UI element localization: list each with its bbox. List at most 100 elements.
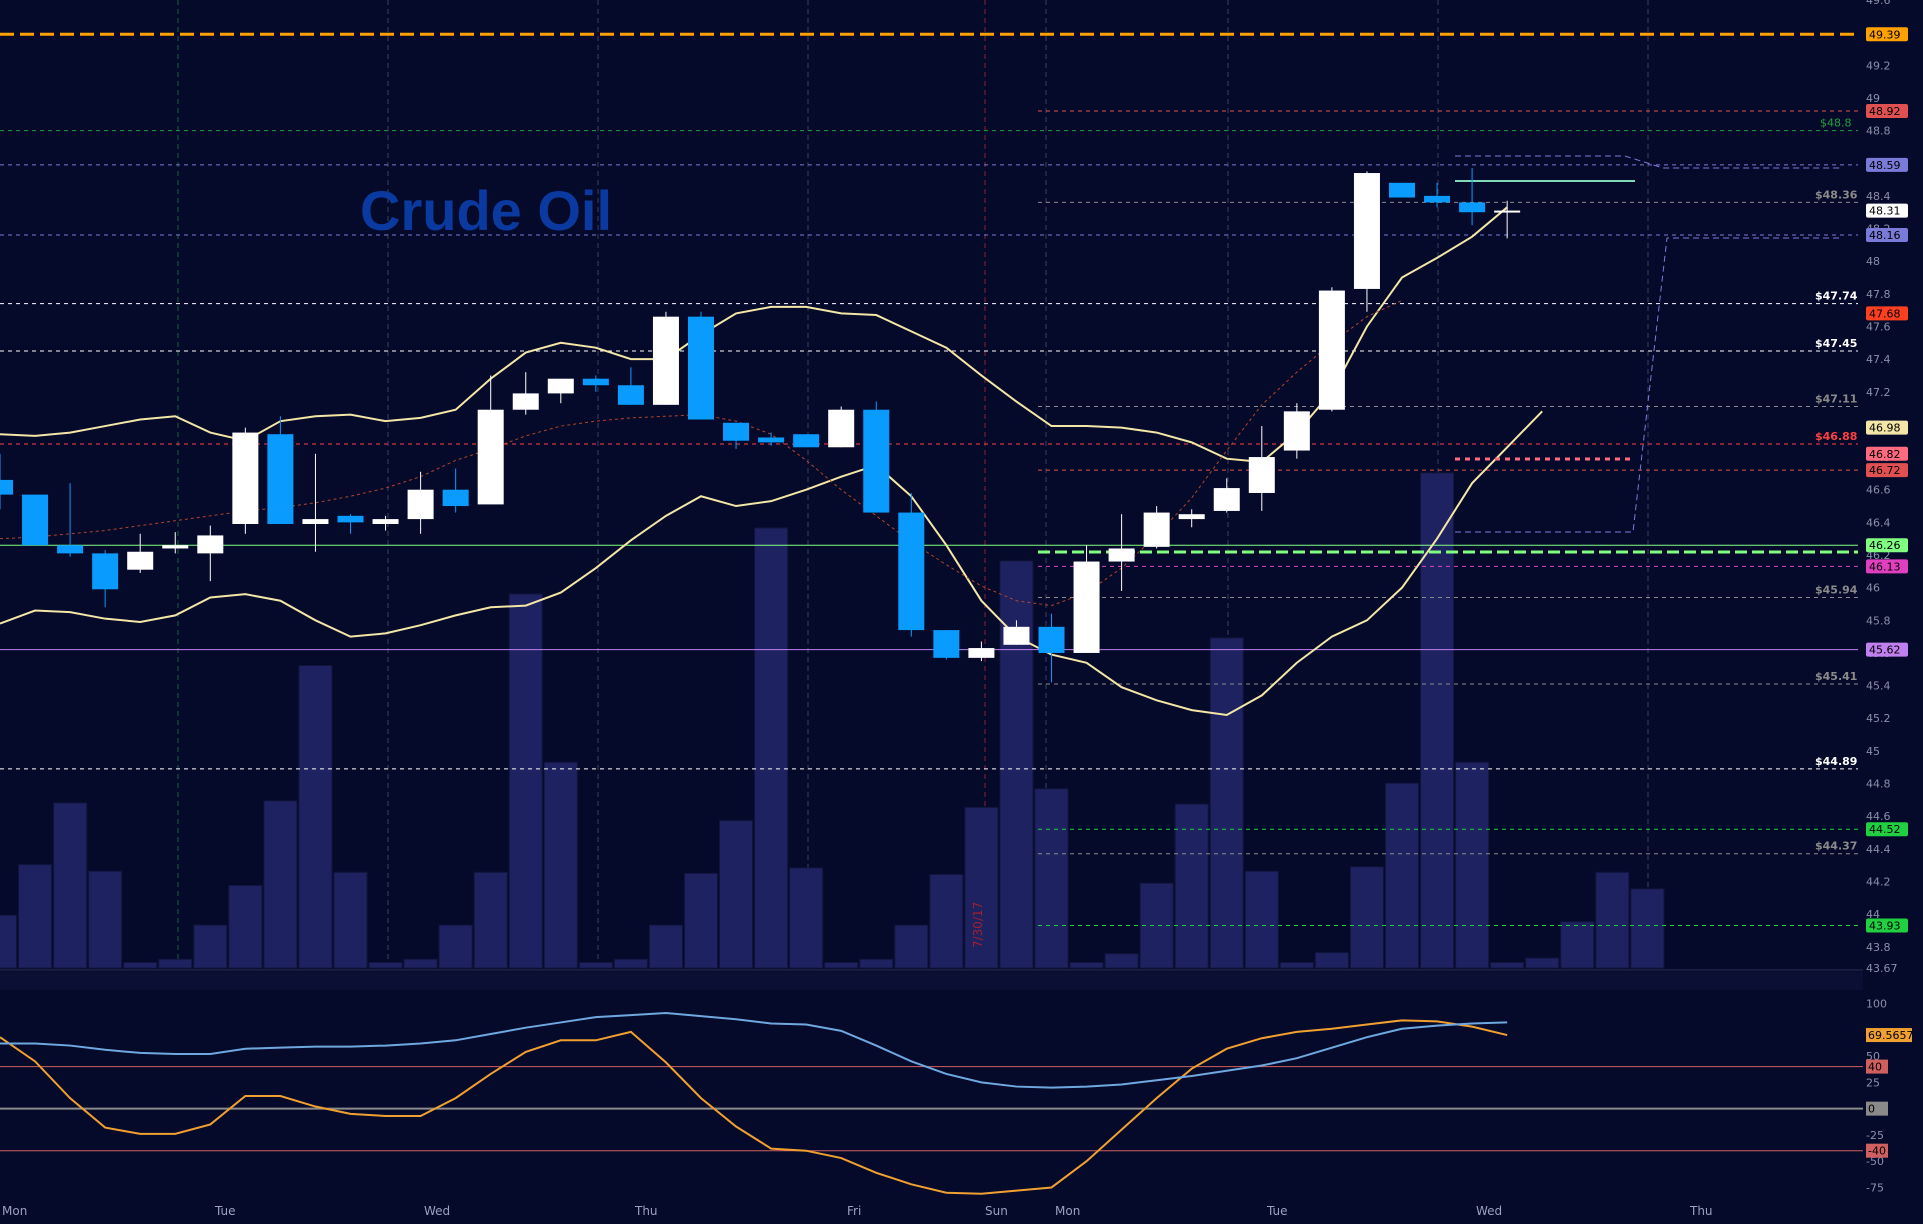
time-axis-label: Thu <box>634 1204 658 1218</box>
volume-bar <box>88 870 123 969</box>
volume-bar <box>578 962 613 969</box>
price-tag <box>1866 446 1908 461</box>
candle-up <box>1213 488 1240 511</box>
candle-down <box>0 479 13 495</box>
oscillator-tick-label: -75 <box>1866 1181 1884 1194</box>
oscillator-tick-label: -25 <box>1866 1129 1884 1142</box>
lower-band-line <box>0 410 1543 717</box>
candle-up <box>232 432 259 524</box>
price-tag-label: 43.93 <box>1869 920 1901 933</box>
time-axis-label: Sun <box>985 1204 1008 1218</box>
level-label: $44.37 <box>1815 840 1857 853</box>
price-tick-label: 46.6 <box>1866 484 1891 497</box>
oscillator-level-tag <box>1866 1143 1888 1158</box>
volume-bar <box>789 867 824 969</box>
candle-up <box>302 519 329 524</box>
volume-bar <box>473 871 508 969</box>
time-axis-label: Fri <box>847 1204 861 1218</box>
price-tag <box>1866 157 1908 172</box>
time-axis-label: Mon <box>2 1204 27 1218</box>
candle-up <box>968 648 995 658</box>
price-tick-label: 47.8 <box>1866 288 1891 301</box>
price-tag-label: 46.98 <box>1869 422 1901 435</box>
candle-up <box>1143 512 1170 547</box>
oscillator-level-tag <box>1866 1059 1888 1074</box>
price-tick-label: 46 <box>1866 582 1880 595</box>
volume-bar <box>719 820 754 969</box>
volume-bar <box>683 872 719 969</box>
price-tick-label: 43.67 <box>1866 962 1898 975</box>
price-tick-label: 49 <box>1866 92 1880 105</box>
volume-bar <box>859 958 894 969</box>
volume-bar <box>228 885 263 969</box>
oscillator-value-label: 69.5657 <box>1868 1029 1914 1042</box>
price-tick-label: 44.4 <box>1866 843 1891 856</box>
oscillator-fast-line <box>0 1019 1508 1195</box>
price-tick-label: 47.6 <box>1866 320 1891 333</box>
volume-bar <box>1525 957 1560 969</box>
candle-up <box>1108 548 1135 562</box>
level-label: $48.8 <box>1820 117 1852 130</box>
candle-up <box>197 535 224 554</box>
oscillator-tick-label: 100 <box>1866 998 1887 1011</box>
volume-bars <box>0 472 1665 969</box>
time-axis-label: Wed <box>1476 1204 1502 1218</box>
volume-bar <box>333 871 368 969</box>
price-tag-label: 45.62 <box>1869 644 1901 657</box>
candlesticks <box>0 168 1521 683</box>
volume-bar <box>648 924 683 969</box>
price-tag-label: 46.13 <box>1869 560 1901 573</box>
price-levels <box>0 32 1858 927</box>
volume-bar <box>1279 962 1314 969</box>
price-tag <box>1866 918 1908 933</box>
candle-up <box>1283 411 1310 451</box>
volume-bar <box>1244 870 1279 969</box>
oscillator-level-label: 0 <box>1868 1103 1875 1116</box>
price-tick-label: 48.4 <box>1866 190 1891 203</box>
volume-bar <box>0 914 18 969</box>
price-tick-label: 44 <box>1866 908 1880 921</box>
oscillator-value-tag <box>1866 1028 1912 1043</box>
time-axis-label: Wed <box>424 1204 450 1218</box>
oscillator-tick-label: 25 <box>1866 1076 1880 1089</box>
volume-bar <box>53 802 88 969</box>
gridlines <box>0 0 1863 971</box>
candle-down <box>92 553 119 590</box>
volume-bar <box>1560 921 1595 969</box>
volume-bar <box>1104 953 1139 969</box>
level-label: $47.45 <box>1815 337 1857 350</box>
candle-down <box>1038 626 1065 653</box>
price-tick-label: 44.6 <box>1866 810 1891 823</box>
candle-up <box>1178 514 1205 520</box>
volume-bar <box>894 924 929 969</box>
candle-up <box>1248 457 1275 493</box>
projection-upper <box>1455 155 1842 169</box>
level-label: $45.94 <box>1815 583 1858 596</box>
volume-bar <box>1034 788 1069 969</box>
volume-bar <box>754 527 789 969</box>
volume-bar <box>123 962 158 969</box>
oscillator-level-tag <box>1866 1101 1888 1116</box>
price-tag <box>1866 538 1908 553</box>
volume-bar <box>508 593 543 969</box>
candle-down <box>793 434 820 448</box>
candle-up <box>547 378 574 394</box>
date-marker: 7/30/17 <box>971 902 985 948</box>
price-tag <box>1866 27 1908 42</box>
candle-up <box>162 545 189 549</box>
volume-bar <box>1455 761 1490 969</box>
candle-down <box>337 515 364 523</box>
price-tag-label: 46.26 <box>1869 539 1901 552</box>
candle-up <box>1073 561 1100 653</box>
volume-bar <box>1595 871 1630 969</box>
oscillator-tick-label: -50 <box>1866 1155 1884 1168</box>
candle-down <box>22 494 49 546</box>
candle-down <box>442 489 469 507</box>
volume-bar <box>613 958 648 969</box>
candle-down <box>1424 195 1451 203</box>
time-axis-label: Mon <box>1055 1204 1080 1218</box>
candle-down <box>723 422 750 441</box>
volume-bar <box>1349 866 1384 969</box>
price-tag <box>1866 559 1908 574</box>
